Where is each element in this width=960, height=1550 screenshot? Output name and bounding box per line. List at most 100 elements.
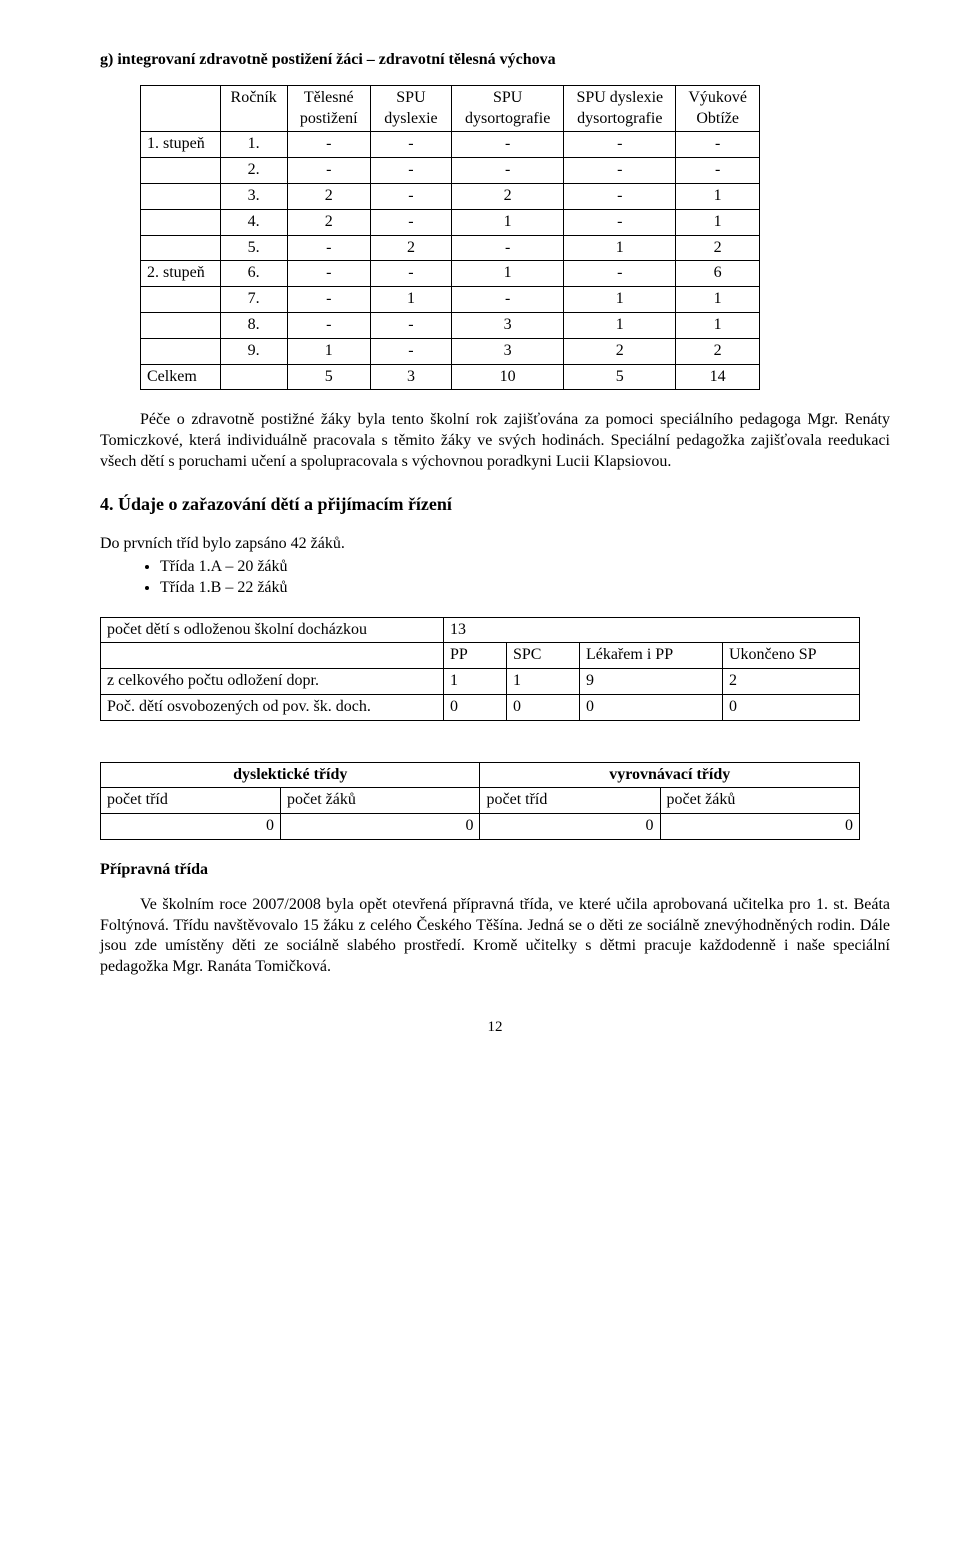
table-cell: 5 — [564, 364, 676, 390]
table-cell: 2. stupeň — [141, 261, 221, 287]
table-cell: 2 — [287, 183, 370, 209]
table-cell: - — [564, 132, 676, 158]
table-cell: 3 — [452, 338, 564, 364]
table-cell: Ukončeno SP — [723, 643, 860, 669]
table-cell: 1 — [676, 209, 760, 235]
table-cell: 1 — [507, 669, 580, 695]
table-cell: - — [370, 261, 451, 287]
table-cell: - — [676, 158, 760, 184]
table-cell: 0 — [480, 814, 660, 840]
table-cell: 1 — [676, 183, 760, 209]
table-cell: 1 — [287, 338, 370, 364]
table-cell: 1 — [370, 287, 451, 313]
enrollment-table: počet dětí s odloženou školní docházkou … — [100, 617, 860, 721]
table-cell: Celkem — [141, 364, 221, 390]
table-cell: - — [370, 158, 451, 184]
table-cell — [141, 183, 221, 209]
table-cell: 0 — [101, 814, 281, 840]
list-item: Třída 1.B – 22 žáků — [160, 578, 890, 599]
table-cell: Lékařem i PP — [580, 643, 723, 669]
table-cell: - — [452, 235, 564, 261]
table-cell: - — [370, 338, 451, 364]
table-cell: počet dětí s odloženou školní docházkou — [101, 617, 444, 643]
integration-table: Ročník Tělesné postižení SPU dyslexie SP… — [140, 85, 760, 391]
table-cell: 9. — [220, 338, 287, 364]
th-spu1: SPU dyslexie — [370, 85, 451, 132]
table-cell: - — [676, 132, 760, 158]
table-cell: počet žáků — [281, 788, 480, 814]
section-4-intro: Do prvních tříd bylo zapsáno 42 žáků. — [100, 534, 890, 555]
th-telesne: Tělesné postižení — [287, 85, 370, 132]
table-cell: 2 — [676, 235, 760, 261]
table-cell: 6. — [220, 261, 287, 287]
table-header: dyslektické třídy — [101, 762, 480, 788]
table-cell: 1 — [452, 261, 564, 287]
section-4-paragraph: Ve školním roce 2007/2008 byla opět otev… — [100, 895, 890, 978]
table-cell: - — [564, 261, 676, 287]
th-rocnik: Ročník — [220, 85, 287, 132]
subheading-pripravna: Přípravná třída — [100, 860, 890, 881]
table-cell — [141, 312, 221, 338]
table-cell — [141, 158, 221, 184]
table-cell — [141, 209, 221, 235]
th-spu3: SPU dyslexie dysortografie — [564, 85, 676, 132]
table-cell: - — [564, 158, 676, 184]
table-cell: 1 — [452, 209, 564, 235]
th-blank — [141, 85, 221, 132]
table-cell — [141, 338, 221, 364]
table-cell: - — [287, 158, 370, 184]
table-cell: - — [452, 158, 564, 184]
section-4-title: 4. Údaje o zařazování dětí a přijímacím … — [100, 493, 890, 516]
table-cell: 0 — [723, 694, 860, 720]
table-cell: 14 — [676, 364, 760, 390]
table-cell: - — [287, 235, 370, 261]
table-cell: 1 — [564, 235, 676, 261]
table-cell: 1. — [220, 132, 287, 158]
table-cell: 1. stupeň — [141, 132, 221, 158]
table-cell: - — [370, 312, 451, 338]
table-cell: PP — [444, 643, 507, 669]
table-cell: 0 — [580, 694, 723, 720]
table-cell: - — [370, 132, 451, 158]
table-cell: - — [370, 183, 451, 209]
table-cell: 0 — [281, 814, 480, 840]
table-cell: 5. — [220, 235, 287, 261]
table-cell: - — [287, 132, 370, 158]
table-cell: 4. — [220, 209, 287, 235]
table-cell: 1 — [564, 287, 676, 313]
table-cell: 13 — [444, 617, 860, 643]
table-cell: 10 — [452, 364, 564, 390]
table-cell: 2. — [220, 158, 287, 184]
class-types-table: dyslektické třídy vyrovnávací třídy poče… — [100, 762, 860, 840]
table-cell — [141, 235, 221, 261]
table-cell: 2 — [676, 338, 760, 364]
table-cell: - — [370, 209, 451, 235]
table-cell: 7. — [220, 287, 287, 313]
table-cell: SPC — [507, 643, 580, 669]
table-cell: 8. — [220, 312, 287, 338]
table-cell: 5 — [287, 364, 370, 390]
table-cell: 1 — [564, 312, 676, 338]
table-cell: - — [287, 287, 370, 313]
table-cell: 3 — [370, 364, 451, 390]
table-cell: 1 — [444, 669, 507, 695]
table-cell: z celkového počtu odložení dopr. — [101, 669, 444, 695]
table-cell: 3 — [452, 312, 564, 338]
table-cell: 1 — [676, 287, 760, 313]
table-header: vyrovnávací třídy — [480, 762, 860, 788]
table-cell: 0 — [444, 694, 507, 720]
table-cell: - — [452, 287, 564, 313]
table-cell: 0 — [507, 694, 580, 720]
table-cell: 6 — [676, 261, 760, 287]
table-cell — [141, 287, 221, 313]
table-cell: 2 — [287, 209, 370, 235]
table-cell: počet tříd — [480, 788, 660, 814]
table-cell: - — [564, 183, 676, 209]
list-item: Třída 1.A – 20 žáků — [160, 557, 890, 578]
table-cell: - — [287, 312, 370, 338]
table-cell: 9 — [580, 669, 723, 695]
th-vyuk: Výukové Obtíže — [676, 85, 760, 132]
table-cell: - — [452, 132, 564, 158]
table-cell: 2 — [564, 338, 676, 364]
table-cell: - — [287, 261, 370, 287]
